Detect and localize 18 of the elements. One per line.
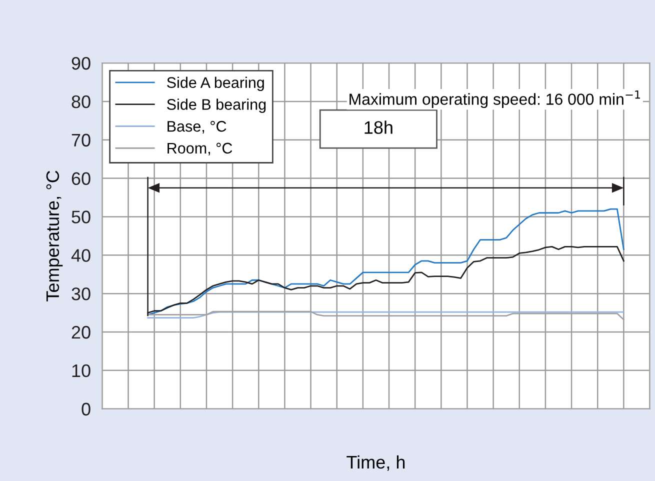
legend-label: Side B bearing: [167, 98, 266, 113]
y-tick-label: 20: [72, 326, 90, 339]
y-axis-title: Temperature, °C: [46, 170, 63, 302]
y-tick-label: 10: [72, 364, 90, 378]
x-axis-title: Time, h: [346, 455, 405, 471]
y-tick-label: 50: [72, 210, 90, 224]
y-tick-label: 90: [72, 56, 90, 70]
legend-label: Base, °C: [168, 120, 226, 134]
annotation: Maximum operating speed: 16 000 min$^{−1}$: [350, 90, 640, 108]
legend-label: Side A bearing: [167, 76, 264, 92]
y-tick-label: 30: [72, 288, 90, 300]
y-tick-label: 80: [72, 95, 90, 108]
y-tick-label: 60: [72, 172, 90, 186]
y-tick-label: 40: [71, 249, 90, 262]
annotation: 18h: [364, 120, 392, 134]
y-tick-label: 0: [82, 402, 90, 416]
legend-label: Room, °C: [168, 142, 232, 156]
y-tick-label: 70: [72, 134, 90, 147]
